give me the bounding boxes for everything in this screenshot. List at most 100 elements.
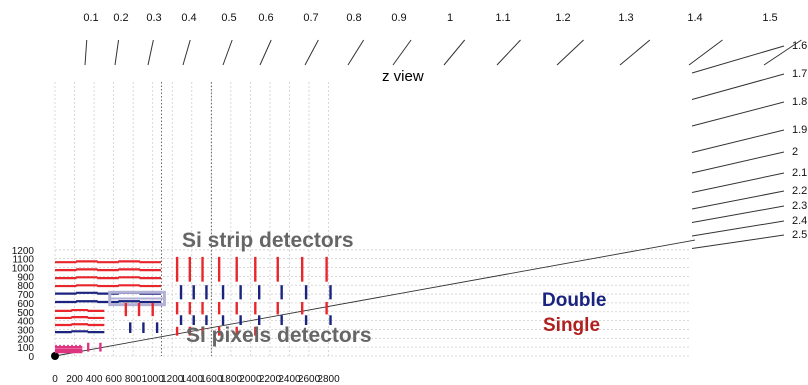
eta-label: 2: [792, 146, 798, 158]
eta-label: 2.5: [792, 229, 807, 241]
eta-line: [114, 39, 120, 66]
tec-disk-7: [300, 256, 308, 326]
x-tick-label: 1000: [142, 374, 165, 385]
y-tick-label: 1200: [12, 246, 35, 257]
y-tick-label: 900: [17, 272, 34, 283]
x-tick-label: 1800: [220, 374, 243, 385]
tec-disk-3: [217, 256, 225, 336]
chart-title: z view: [382, 68, 424, 85]
y-tick-label: 800: [17, 281, 34, 292]
eta-label: 1: [447, 12, 453, 24]
eta-label: 0.6: [258, 12, 273, 24]
x-tick-label: 2400: [278, 374, 301, 385]
y-tick-label: 1100: [12, 255, 34, 266]
eta-line: [691, 101, 785, 127]
x-tick-label: 1400: [181, 374, 204, 385]
legend-double: Double: [542, 290, 606, 311]
barrel-layer-1: [55, 268, 162, 272]
eta-label: 0.3: [146, 12, 161, 24]
eta-line: [496, 39, 521, 66]
tid-disk-0: [124, 302, 132, 333]
tec-disk-2: [201, 256, 208, 336]
barrel-layer-5: [55, 300, 162, 304]
tec-disk-0: [175, 256, 183, 336]
eta-line: [84, 39, 88, 66]
eta-line: [691, 220, 785, 237]
y-tick-label: 100: [17, 343, 34, 354]
eta-line: [691, 172, 785, 193]
y-tick-label: 1000: [12, 264, 35, 275]
eta-label: 0.1: [83, 12, 98, 24]
y-tick-label: 500: [17, 308, 34, 319]
eta-line: [182, 39, 191, 66]
x-tick-label: 2800: [317, 374, 340, 385]
x-tick-label: 2000: [239, 374, 262, 385]
eta-label: 1.4: [687, 12, 702, 24]
eta-line: [691, 45, 785, 74]
beam-line: [54, 239, 696, 357]
eta-label: 0.9: [391, 12, 406, 24]
legend-single: Single: [543, 315, 600, 336]
pixel-region-label: Si pixels detectors: [186, 324, 372, 347]
y-tick-label: 600: [17, 299, 34, 310]
x-tick-label: 200: [66, 374, 83, 385]
y-tick-label: 700: [17, 290, 34, 301]
x-tick-label: 1600: [200, 374, 223, 385]
barrel-layer-2: [55, 276, 162, 280]
y-tick-label: 0: [28, 352, 34, 363]
x-tick-label: 1200: [161, 374, 184, 385]
eta-lines: 0.1 0.2 0.3 0.4 0.5 0.6 0.7 0.8 0.9 1 1.1 1.2 1.3 1.4…: [83, 12, 807, 249]
eta-line: [347, 39, 365, 66]
grid: [51, 82, 696, 360]
eta-line: [304, 39, 319, 66]
x-tick-label: 600: [105, 374, 122, 385]
x-tick-label: 400: [86, 374, 103, 385]
eta-label: 1.2: [555, 12, 570, 24]
eta-line: [443, 39, 466, 66]
tec-disk-1: [188, 256, 195, 336]
barrel-layer-9: [55, 330, 105, 334]
eta-label: 2.2: [792, 185, 807, 197]
tec-disk-4: [235, 256, 242, 336]
interaction-point: [51, 352, 59, 360]
eta-label: 1.6: [792, 40, 807, 52]
barrel-layer-6: [55, 308, 105, 312]
eta-label: 0.4: [181, 12, 196, 24]
y-tick-label: 200: [17, 334, 34, 345]
eta-label: 2.4: [792, 215, 807, 227]
eta-label: 1.5: [762, 12, 777, 24]
y-tick-label: 400: [17, 317, 34, 328]
eta-line: [763, 39, 802, 66]
eta-line: [147, 39, 154, 66]
tec-disk-5: [254, 256, 261, 336]
eta-label: 1.8: [792, 96, 807, 108]
eta-line: [619, 39, 651, 66]
eta-label: 1.1: [495, 12, 510, 24]
x-tick-label: 0: [52, 374, 58, 385]
eta-line: [691, 234, 785, 249]
tid-disk-2: [151, 302, 159, 333]
x-tick-label: 2600: [298, 374, 321, 385]
tid-disk-1: [137, 302, 145, 333]
eta-label: 2.1: [792, 167, 807, 179]
eta-line: [392, 39, 412, 66]
eta-line: [222, 39, 233, 66]
eta-label: 1.9: [792, 124, 807, 136]
eta-label: 0.5: [221, 12, 236, 24]
eta-label: 0.8: [346, 12, 361, 24]
eta-line: [691, 151, 785, 174]
eta-label: 2.3: [792, 200, 807, 212]
eta-line: [691, 190, 785, 210]
eta-line: [688, 39, 723, 66]
eta-line: [556, 39, 584, 66]
eta-label: 0.2: [113, 12, 128, 24]
y-tick-label: 300: [17, 325, 34, 336]
barrel-layer-7: [55, 316, 105, 320]
barrel-layer-0: [55, 260, 162, 264]
tec-disk-6: [276, 256, 283, 326]
eta-label: 0.7: [303, 12, 318, 24]
barrel-layer-8: [55, 323, 105, 327]
eta-line: [691, 205, 785, 223]
eta-line: [691, 129, 785, 153]
